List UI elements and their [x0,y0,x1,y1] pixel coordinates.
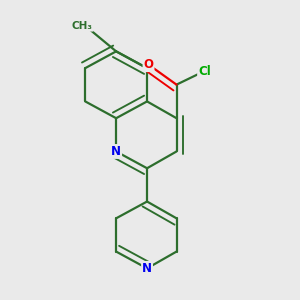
Text: Cl: Cl [198,64,211,78]
Text: O: O [143,58,154,71]
Text: N: N [111,145,121,158]
Text: CH₃: CH₃ [72,21,93,31]
Text: N: N [142,262,152,275]
